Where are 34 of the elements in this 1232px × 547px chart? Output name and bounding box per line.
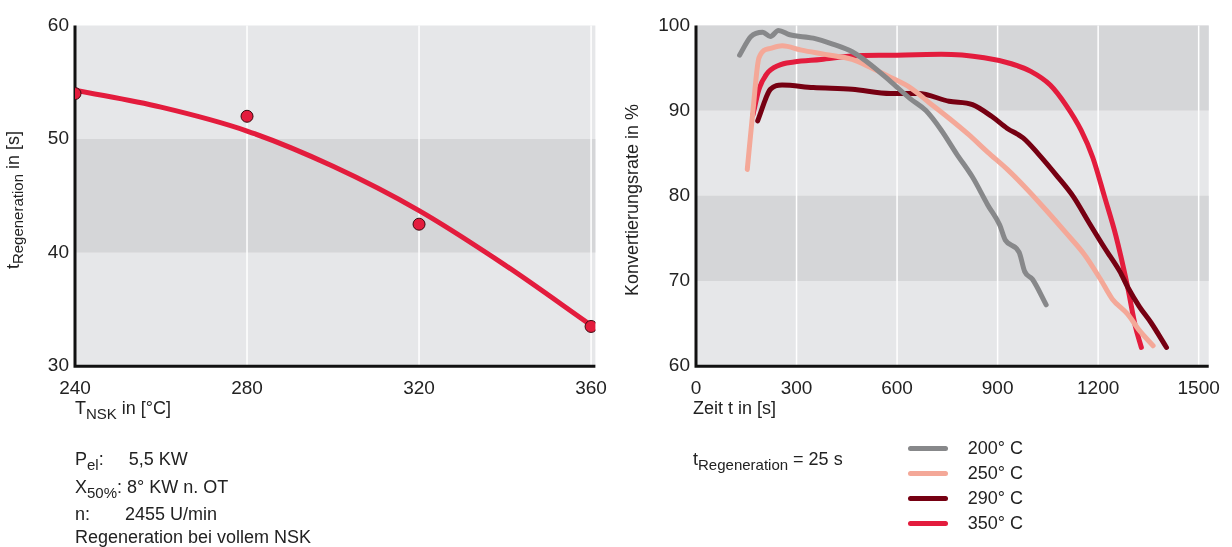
y-tick-label: 70 (668, 269, 690, 291)
y-tick-label: 30 (47, 354, 69, 376)
x-tick-label: 600 (881, 376, 913, 398)
x-tick-label: 900 (981, 376, 1014, 398)
x-tick-label: 280 (231, 376, 263, 398)
x-tick-label: 320 (403, 376, 435, 398)
y-tick-label: 60 (47, 13, 69, 35)
text: X$_{50%}$: 8° KW n. OT (75, 475, 230, 503)
y-tick-label: 50 (47, 127, 69, 149)
y-axis-title: Konvertierungsrate in % (621, 103, 643, 297)
x-tick-label: 300 (780, 376, 813, 398)
x-axis-title: T$_{NSK}$ in [°C] (75, 398, 172, 422)
x-tick-label: 360 (575, 376, 607, 398)
y-tick-label: 90 (668, 98, 690, 120)
legend-label: 350° C (967, 512, 1023, 535)
text: P$_{el}$: 5,5 KW (75, 448, 189, 475)
text: t$_{Regeneration}$ = 25 s (693, 448, 843, 475)
y-tick-label: 60 (668, 354, 690, 376)
point (412, 217, 426, 231)
x-tick-label: 240 (59, 376, 91, 398)
legend-label: 250° C (967, 462, 1023, 485)
y-tick-label: 80 (668, 184, 690, 206)
legend-label: 290° C (967, 487, 1023, 510)
x-tick-label: 0 (690, 376, 702, 398)
x-tick-label: 1500 (1177, 376, 1220, 398)
x-tick-label: 1200 (1077, 376, 1120, 398)
point (584, 319, 596, 333)
y-tick-label: 40 (47, 240, 69, 262)
point (240, 109, 254, 123)
text: Regeneration bei vollem NSK (75, 526, 312, 547)
y-tick-label: 100 (658, 13, 690, 35)
legend-label: 200° C (967, 437, 1023, 460)
text: n: 2455 U/min (75, 503, 219, 527)
x-axis-title: Zeit t in [s] (693, 398, 777, 419)
